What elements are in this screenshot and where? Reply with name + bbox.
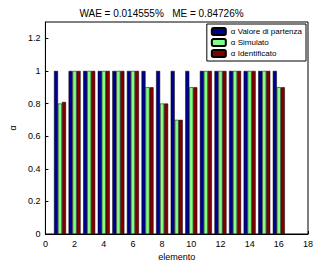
svg-text:1.2: 1.2 (28, 33, 41, 43)
svg-text:8: 8 (160, 239, 165, 249)
svg-text:0.8: 0.8 (28, 99, 41, 109)
svg-text:6: 6 (130, 239, 135, 249)
svg-text:0.6: 0.6 (28, 131, 41, 141)
svg-text:1: 1 (35, 66, 40, 76)
svg-text:α: α (8, 125, 18, 130)
svg-text:10: 10 (186, 239, 196, 249)
svg-text:α Valore di partenza: α Valore di partenza (231, 27, 303, 36)
svg-text:14: 14 (245, 239, 255, 249)
svg-text:0: 0 (43, 239, 48, 249)
svg-text:α Identificato: α Identificato (231, 49, 277, 58)
svg-text:0: 0 (35, 229, 40, 239)
svg-text:4: 4 (101, 239, 106, 249)
svg-text:2: 2 (72, 239, 77, 249)
svg-text:12: 12 (215, 239, 225, 249)
svg-text:elemento: elemento (158, 252, 195, 262)
svg-text:0.2: 0.2 (28, 196, 41, 206)
svg-text:16: 16 (274, 239, 284, 249)
svg-text:0.4: 0.4 (28, 164, 41, 174)
svg-text:18: 18 (303, 239, 313, 249)
svg-text:WAE = 0.014555% ME = 0.84726: WAE = 0.014555% ME = 0.84726% (79, 8, 243, 19)
svg-text:α Simulato: α Simulato (231, 38, 270, 47)
